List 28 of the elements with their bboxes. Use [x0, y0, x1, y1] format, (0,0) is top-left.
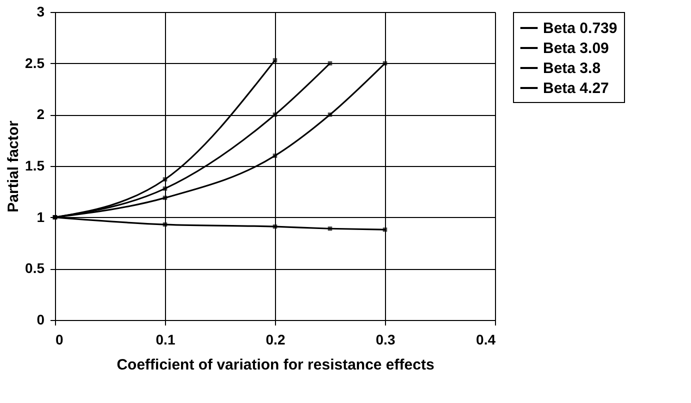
- x-tick-label: 0.4: [476, 332, 496, 348]
- legend-label: Beta 3.8: [543, 60, 601, 77]
- point: [52, 215, 58, 220]
- point: [382, 228, 388, 232]
- legend-label: Beta 0.739: [543, 20, 618, 37]
- point: [328, 112, 332, 117]
- point: [272, 58, 278, 62]
- point: [382, 61, 388, 66]
- legend-label: Beta 4.27: [543, 80, 609, 97]
- point: [162, 196, 168, 200]
- y-tick-label: 1: [36, 208, 45, 225]
- x-tick-label: 0.3: [376, 332, 396, 348]
- point: [328, 61, 332, 66]
- x-tick-label: 0.1: [156, 332, 176, 348]
- y-tick-label: 2.5: [25, 54, 45, 71]
- point: [162, 177, 168, 182]
- point: [272, 154, 278, 158]
- x-tick-label: 0: [56, 332, 64, 348]
- y-tick-label: 2: [36, 106, 45, 122]
- y-tick-label: 1.5: [25, 158, 45, 174]
- y-tick-label: 3: [36, 4, 45, 20]
- point: [272, 112, 278, 117]
- x-axis-title: Coefficient of variation for resistance effects: [116, 356, 434, 374]
- legend-label: Beta 3.09: [543, 40, 609, 57]
- x-tick-label: 0.2: [266, 332, 286, 348]
- y-tick-label: 0: [36, 312, 45, 328]
- y-tick-label: 0.5: [25, 260, 45, 276]
- y-axis-title: Partial factor: [5, 120, 22, 212]
